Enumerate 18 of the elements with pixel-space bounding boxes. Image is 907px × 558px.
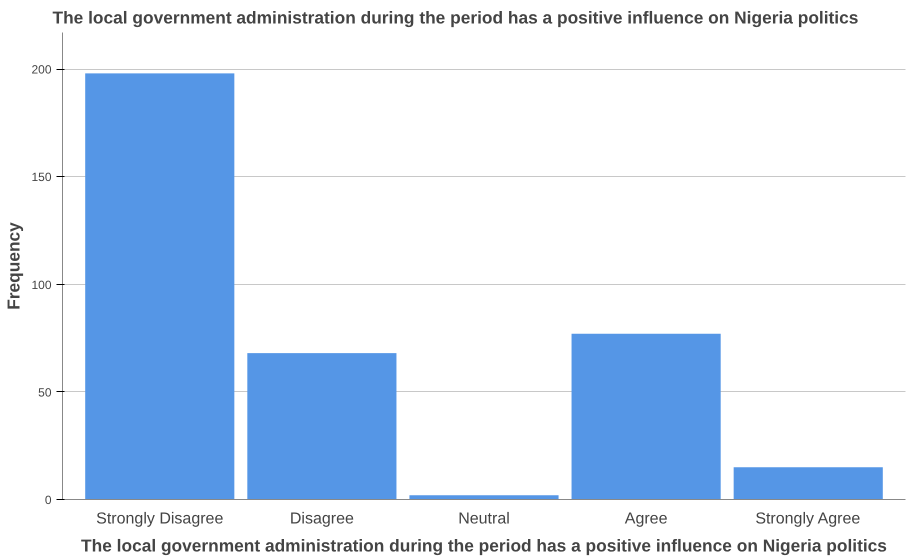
x-tick-label: Agree xyxy=(624,510,668,528)
bar xyxy=(734,467,883,500)
bar xyxy=(247,353,396,500)
y-tick-label: 100 xyxy=(31,278,52,292)
bar xyxy=(85,73,234,500)
y-tick-label: 50 xyxy=(38,385,52,400)
chart-title: The local government administration during the period has a positive influence on Nigeria politics xyxy=(52,8,858,28)
x-tick-label: Neutral xyxy=(458,510,510,528)
y-tick-label: 150 xyxy=(31,170,52,184)
y-axis-title: Frequency xyxy=(3,222,24,310)
x-tick-label: Strongly Agree xyxy=(755,510,860,528)
bar xyxy=(572,334,721,500)
x-tick-label: Disagree xyxy=(290,510,354,528)
x-axis-title: The local government administration during the period has a positive influence on Nigeria politics xyxy=(81,536,887,556)
bar xyxy=(409,495,559,500)
y-tick-label: 0 xyxy=(44,493,52,507)
y-tick-label: 200 xyxy=(31,62,52,77)
x-tick-label: Strongly Disagree xyxy=(96,510,224,528)
